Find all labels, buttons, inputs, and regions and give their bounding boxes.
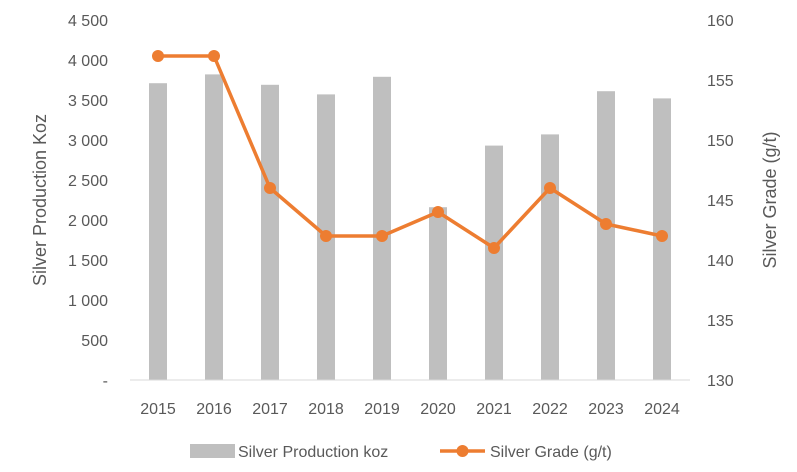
y-tick-label: 3 500 [68,93,108,110]
y-tick-label: 1 500 [68,253,108,270]
y2-tick-label: 145 [707,193,734,210]
x-tick-label: 2018 [308,401,344,418]
y2-tick-label: 150 [707,133,734,150]
grade-point-2015 [152,50,164,62]
y-axis-title: Silver Production Koz [30,114,50,286]
x-tick-label: 2024 [644,401,680,418]
bar-2019 [373,76,391,381]
y-tick-label: 1 000 [68,293,108,310]
y-tick-label: 4 000 [68,53,108,70]
bar-2016 [205,74,223,381]
y2-axis-title: Silver Grade (g/t) [760,131,780,268]
y2-tick-label: 140 [707,253,734,270]
y-tick-label: 4 500 [68,13,108,30]
bar-2015 [149,83,167,380]
bar-2023 [597,91,615,380]
legend-label-grade: Silver Grade (g/t) [490,444,612,461]
y-tick-label: 2 000 [68,213,108,230]
legend-swatch-production [190,444,235,458]
grade-point-2019 [376,230,388,242]
legend-swatch-grade-marker [456,445,469,457]
bar-2022 [541,134,559,380]
y2-tick-label: 135 [707,313,734,330]
grade-line [158,54,663,250]
x-tick-label: 2017 [252,401,288,418]
y-tick-label: - [103,373,108,390]
line-layer [152,50,668,254]
bar-2017 [261,84,279,381]
x-tick-label: 2021 [476,401,512,418]
grade-point-2022 [544,182,556,194]
grade-point-2020 [432,206,444,218]
y-tick-label: 2 500 [68,173,108,190]
grade-point-2024 [656,230,668,242]
x-tick-label: 2015 [140,401,176,418]
bar-2021 [485,145,503,380]
grade-point-2016 [208,50,220,62]
x-tick-label: 2023 [588,401,624,418]
x-tick-label: 2016 [196,401,232,418]
y2-tick-label: 155 [707,73,734,90]
grade-point-2023 [600,218,612,230]
grade-point-2017 [264,182,276,194]
grade-point-2021 [488,242,500,254]
grade-point-2018 [320,230,332,242]
legend: Silver Production koz Silver Grade (g/t) [190,444,612,461]
y2-tick-label: 130 [707,373,734,390]
bars-layer [149,74,671,381]
x-tick-label: 2020 [420,401,456,418]
axis-layer: - 500 1 000 1 500 2 000 2 500 3 000 3 500 4 000 4… [30,13,780,418]
legend-label-production: Silver Production koz [238,444,388,461]
y-tick-label: 3 000 [68,133,108,150]
y2-tick-label: 160 [707,13,734,30]
y-tick-label: 500 [81,333,108,350]
x-tick-label: 2022 [532,401,568,418]
bar-2020 [429,207,447,380]
x-tick-label: 2019 [364,401,400,418]
